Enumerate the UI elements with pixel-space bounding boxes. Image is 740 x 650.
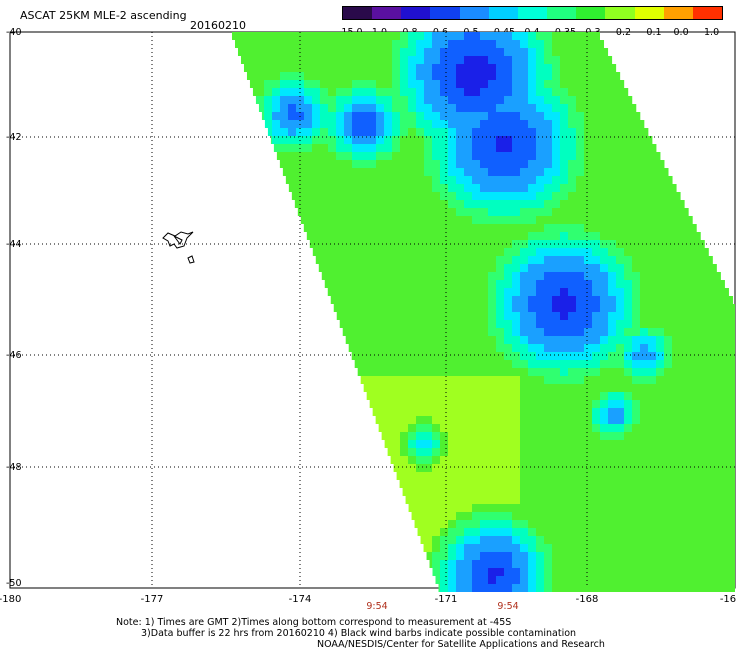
chatham-islands-outline [162, 231, 195, 264]
time-label-2: 9:54 [497, 601, 519, 612]
longitude-label: -171 [434, 594, 458, 605]
longitude-label: -16 [719, 594, 737, 605]
lat-lon-grid [10, 32, 735, 588]
longitude-label: -168 [575, 594, 599, 605]
latitude-label: -50 [6, 578, 22, 589]
colorbar-swatch [401, 7, 431, 19]
product-date: 20160210 [190, 19, 246, 32]
colorbar-swatch [372, 7, 402, 19]
colorbar-swatch [343, 7, 373, 19]
note-line-2: 3)Data buffer is 22 hrs from 20160210 4)… [141, 628, 577, 639]
colorbar-swatch [663, 7, 693, 19]
longitude-label: -177 [140, 594, 164, 605]
note-line-1: Note: 1) Times are GMT 2)Times along bot… [116, 617, 512, 628]
latitude-label: -42 [6, 132, 22, 143]
ascat-swath [232, 32, 735, 592]
latitude-label: -48 [6, 462, 22, 473]
colorbar [342, 6, 723, 20]
longitude-label: -174 [288, 594, 312, 605]
colorbar-swatch [547, 7, 577, 19]
latitude-label: -44 [6, 239, 22, 250]
time-label-1: 9:54 [366, 601, 388, 612]
colorbar-swatch [488, 7, 518, 19]
colorbar-swatch [634, 7, 664, 19]
colorbar-swatch [459, 7, 489, 19]
note-line-3: NOAA/NESDIS/Center for Satellite Applica… [317, 639, 605, 650]
colorbar-swatch [576, 7, 606, 19]
longitude-label: -180 [0, 594, 22, 605]
latitude-label: -40 [6, 27, 22, 38]
colorbar-swatch [692, 7, 723, 19]
colorbar-swatch [605, 7, 635, 19]
product-title: ASCAT 25KM MLE-2 ascending [20, 9, 187, 22]
colorbar-swatch [517, 7, 548, 19]
latitude-label: -46 [6, 350, 22, 361]
colorbar-swatch [430, 7, 460, 19]
